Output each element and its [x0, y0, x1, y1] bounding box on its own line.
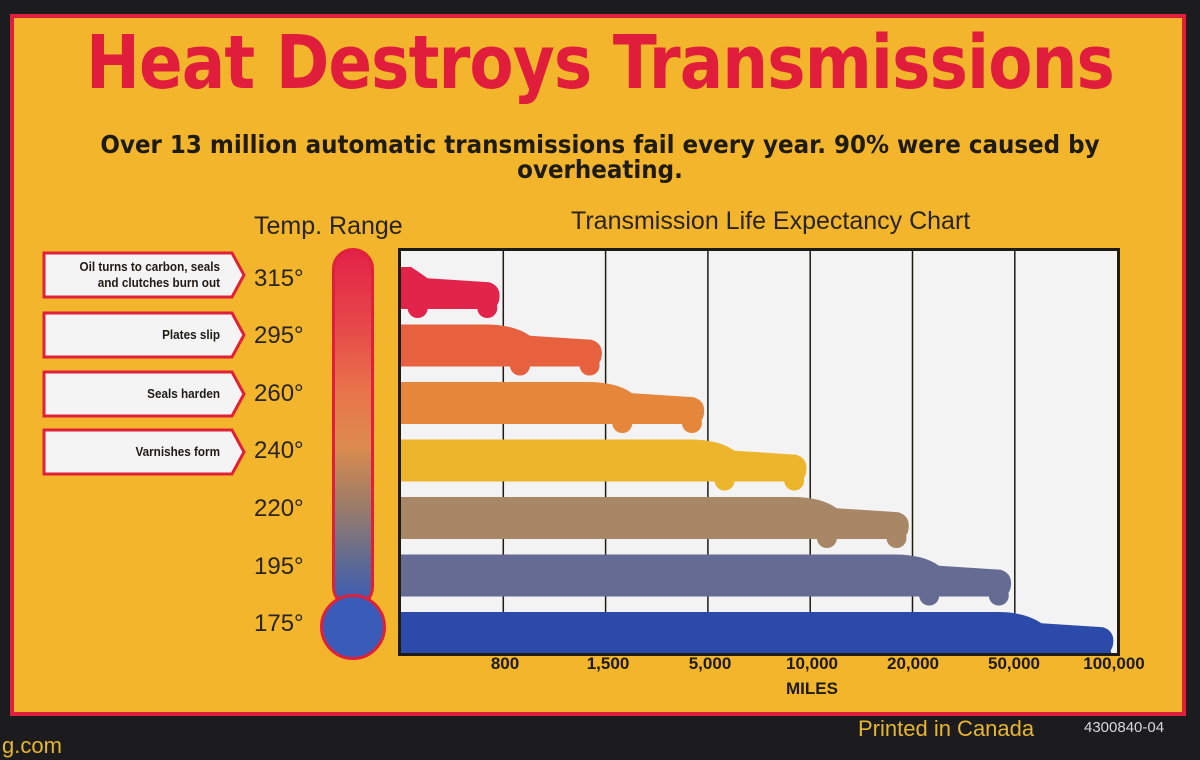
- callout-text: Plates slip: [162, 326, 220, 342]
- car-wheel-icon: [681, 413, 702, 433]
- callout-arrow-shape: [42, 428, 246, 476]
- temp-label-175: 175°: [254, 610, 304, 637]
- callout-oil-carbon: Oil turns to carbon, seals and clutches …: [42, 251, 246, 299]
- car-wheel-icon: [510, 355, 530, 376]
- callout-arrow-shape: [42, 370, 246, 418]
- temp-label-295: 295°: [254, 322, 304, 349]
- car-bar-295: [401, 324, 602, 367]
- poster-subtitle: Over 13 million automatic transmissions …: [100, 130, 1100, 184]
- car-wheel-icon: [579, 355, 600, 376]
- x-tick-10000: 10,000: [786, 654, 838, 673]
- callout-text: Oil turns to carbon, seals and clutches …: [79, 258, 220, 290]
- thermometer-tube: [332, 248, 374, 608]
- car-wheel-icon: [886, 528, 907, 548]
- car-wheel-icon: [612, 413, 633, 433]
- x-tick-800: 800: [490, 654, 520, 673]
- product-code: 4300840-04: [1084, 719, 1165, 736]
- thermometer-bulb: [320, 594, 386, 660]
- temp-label-260: 260°: [254, 380, 304, 407]
- temp-label-195: 195°: [254, 553, 304, 580]
- callout-text: Varnishes form: [135, 443, 220, 459]
- x-axis-label: MILES: [786, 679, 838, 698]
- callout-varnishes-form: Varnishes form: [42, 428, 246, 476]
- car-wheel-icon: [714, 470, 735, 491]
- car-bar-315: [401, 267, 500, 309]
- printed-in-label: Printed in Canada: [858, 716, 1035, 741]
- callout-plates-slip: Plates slip: [42, 311, 246, 359]
- bar-chart-svg: [401, 251, 1114, 653]
- chart-title: Transmission Life Expectancy Chart: [571, 207, 971, 235]
- x-tick-50000: 50,000: [988, 654, 1040, 673]
- plot-area: [398, 248, 1120, 656]
- temp-range-title: Temp. Range: [254, 212, 403, 240]
- car-wheel-icon: [1021, 643, 1042, 653]
- car-bar-175: [401, 612, 1114, 653]
- car-bar-240: [401, 439, 807, 482]
- car-bar-260: [401, 382, 705, 424]
- poster-title: Heat Destroys Transmissions: [85, 20, 1115, 106]
- callout-arrow-shape: [42, 311, 246, 359]
- callout-text: Seals harden: [147, 385, 220, 401]
- car-wheel-icon: [1091, 643, 1112, 653]
- car-wheel-icon: [784, 470, 805, 491]
- x-tick-20000: 20,000: [887, 654, 939, 673]
- callout-seals-harden: Seals harden: [42, 370, 246, 418]
- car-bar-195: [401, 554, 1012, 597]
- x-tick-5000: 5,000: [688, 654, 732, 673]
- car-wheel-icon: [919, 585, 940, 606]
- temp-label-220: 220°: [254, 495, 304, 522]
- car-wheel-icon: [477, 298, 498, 318]
- car-bar-220: [401, 497, 909, 539]
- temp-label-240: 240°: [254, 437, 304, 464]
- car-wheel-icon: [816, 528, 837, 548]
- thermometer-icon: [320, 248, 386, 666]
- x-tick-1500: 1,500: [586, 654, 630, 673]
- car-wheel-icon: [988, 585, 1009, 606]
- x-tick-100000: 100,000: [1083, 654, 1145, 673]
- car-wheel-icon: [407, 298, 428, 318]
- website-url-fragment: g.com: [2, 733, 62, 758]
- callout-arrow-shape: [42, 251, 246, 299]
- temp-label-315: 315°: [254, 265, 304, 292]
